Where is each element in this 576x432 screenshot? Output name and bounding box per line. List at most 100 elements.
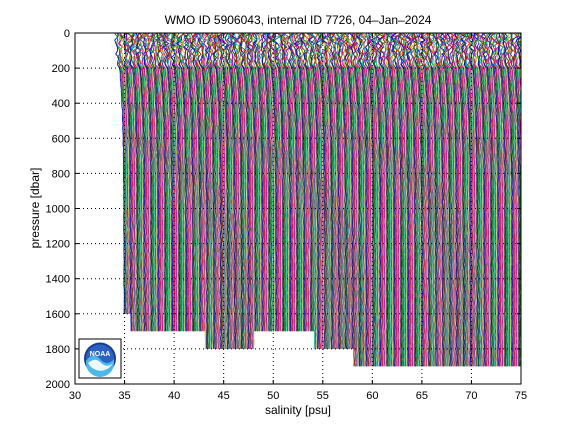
salinity-profile-line [126,33,138,332]
salinity-profile-line [494,33,505,367]
tick-layer [74,32,522,385]
salinity-profile-line [266,33,277,332]
salinity-profile-line [321,33,334,349]
salinity-profile-line [318,33,328,349]
y-tick-label: 2000 [46,379,70,391]
salinity-profile-line [305,33,316,349]
salinity-profile-line [314,33,324,349]
salinity-profile-line [387,33,398,367]
salinity-profile-line [178,33,191,332]
salinity-profile-line [499,33,510,367]
salinity-profile-line [282,33,293,332]
y-axis-label: pressure [dbar] [28,168,42,249]
salinity-profile-line [468,33,477,367]
salinity-profile-line [139,33,151,332]
salinity-profile-line [254,33,267,332]
salinity-profile-line [237,33,249,349]
salinity-profile-line [199,33,211,349]
salinity-profile-line [144,33,156,332]
salinity-profile-line [458,33,470,367]
salinity-profile-line [272,33,281,332]
salinity-profile-line [252,33,263,332]
salinity-profile-line [396,33,408,367]
noaa-logo: NOAA [78,338,122,379]
salinity-profile-line [321,33,333,349]
salinity-profile-line [403,33,414,367]
salinity-profile-line [266,33,278,332]
salinity-profile-line [500,33,511,367]
salinity-profile-line [452,33,464,367]
salinity-profile-line [186,33,198,332]
salinity-profile-line [501,33,513,367]
salinity-profile-line [204,33,215,349]
salinity-profile-line [149,33,159,332]
salinity-profile-line [272,33,285,332]
salinity-profile-line [507,33,519,367]
salinity-profile-line [209,33,221,349]
salinity-profile-line [309,33,320,349]
salinity-profile-line [265,33,276,332]
salinity-profile-line [288,33,299,332]
salinity-profile-line [315,33,325,349]
salinity-profile-line [366,33,376,367]
salinity-profile-line [409,33,422,367]
salinity-profile-line [492,33,503,367]
salinity-profile-line [344,33,355,367]
salinity-profile-line [398,33,409,367]
salinity-profile-line [218,33,230,349]
salinity-profile-line [366,33,377,367]
salinity-profile-line [485,33,497,367]
salinity-profile-line [260,33,270,332]
salinity-profile-line [476,33,488,367]
salinity-profile-line [326,33,336,349]
salinity-profile-line [384,33,394,367]
salinity-profile-line [439,33,450,367]
salinity-profile-line [137,33,148,332]
salinity-profile-line [421,33,433,367]
x-tick-label: 40 [168,390,180,402]
salinity-profile-line [435,33,446,367]
y-tick-label: 1400 [46,274,70,286]
salinity-profile-line [300,33,312,332]
salinity-profile-line [468,33,480,367]
salinity-profile-line [419,33,430,367]
salinity-profile-line [513,33,521,355]
salinity-profile-line [191,33,203,332]
salinity-profile-line [421,33,432,367]
salinity-profile-line [208,33,219,349]
salinity-profile-line [359,33,372,367]
salinity-profile-line [124,33,136,332]
salinity-profile-line [427,33,437,367]
salinity-profile-line [407,33,419,367]
salinity-profile-line [149,33,162,332]
salinity-profile-line [412,33,425,367]
salinity-profile-line [270,33,282,332]
salinity-profile-line [279,33,290,332]
salinity-profile-line [138,33,147,332]
salinity-profile-line [450,33,459,367]
salinity-profile-line [150,33,161,332]
salinity-profile-line [365,33,375,367]
salinity-profile-line [213,33,223,349]
salinity-profile-line [479,33,491,367]
salinity-profile-line [199,33,209,349]
salinity-profile-line [430,33,442,367]
salinity-profile-line [390,33,403,367]
salinity-profile-line [182,33,194,332]
salinity-profile-line [326,33,338,349]
salinity-profile-line [123,33,132,332]
salinity-profile-line [197,33,207,349]
salinity-profile-line [161,33,172,332]
salinity-profile-line [276,33,287,332]
salinity-profile-line [510,33,521,367]
salinity-profile-line [237,33,248,349]
salinity-profile-line [185,33,197,332]
salinity-profile-line [459,33,471,367]
salinity-profile-line [476,33,487,367]
salinity-profile-line [344,33,354,349]
salinity-profile-line [507,33,518,367]
salinity-profile-line [344,33,356,367]
salinity-profile-line [436,33,448,367]
salinity-profile-line [335,33,346,349]
